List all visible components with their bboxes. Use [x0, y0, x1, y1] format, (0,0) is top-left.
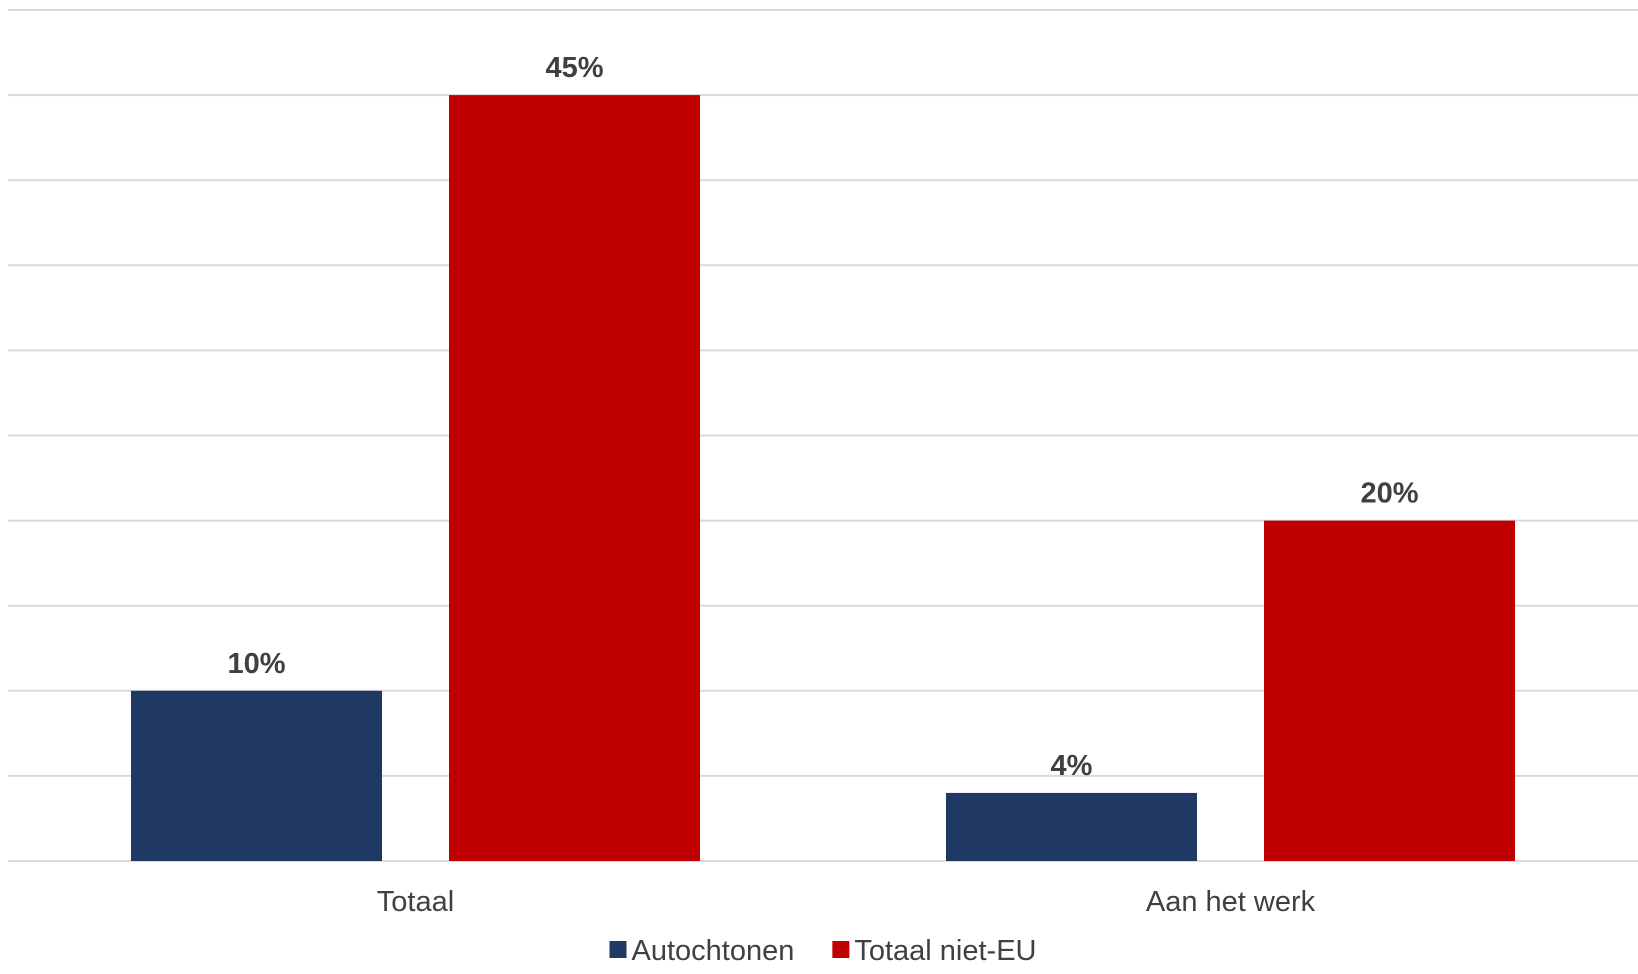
bar-totaal-niet-eu-1 — [1264, 520, 1515, 861]
legend-swatch — [832, 941, 850, 958]
bar-autochtonen-0 — [131, 690, 382, 861]
legend-swatch — [609, 941, 627, 958]
data-label: 4% — [1051, 750, 1093, 782]
data-label: 45% — [545, 52, 603, 84]
category-label: Totaal — [377, 886, 454, 918]
data-label: 10% — [227, 648, 285, 680]
category-axis: Totaal Aan het werk — [377, 886, 1316, 918]
legend-label: Totaal niet-EU — [854, 935, 1036, 967]
legend-item: Totaal niet-EU — [832, 935, 1037, 967]
bar-totaal-niet-eu-0 — [449, 95, 700, 862]
bar-autochtonen-1 — [946, 792, 1197, 861]
data-label: 20% — [1360, 478, 1418, 510]
bars — [131, 95, 1515, 862]
legend-label: Autochtonen — [631, 935, 794, 967]
data-labels: 10% 45% 4% 20% — [227, 52, 1418, 782]
legend-item: Autochtonen — [609, 935, 794, 967]
category-label: Aan het werk — [1146, 886, 1316, 918]
legend: Autochtonen Totaal niet-EU — [609, 935, 1037, 967]
